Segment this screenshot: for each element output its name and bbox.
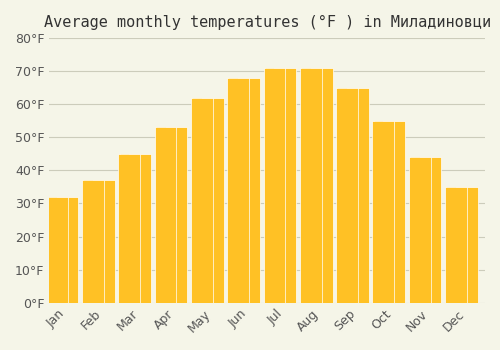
Bar bbox=[420, 157, 442, 303]
Bar bbox=[93, 180, 114, 303]
Bar bbox=[302, 68, 322, 303]
Bar bbox=[118, 154, 140, 303]
Bar bbox=[372, 121, 394, 303]
Bar bbox=[310, 68, 332, 303]
Bar bbox=[264, 68, 285, 303]
Bar bbox=[274, 68, 296, 303]
Bar bbox=[445, 187, 467, 303]
Bar bbox=[84, 180, 104, 303]
Bar bbox=[266, 68, 285, 303]
Bar bbox=[48, 197, 68, 303]
Bar bbox=[384, 121, 405, 303]
Bar bbox=[238, 78, 260, 303]
Bar bbox=[300, 68, 322, 303]
Bar bbox=[338, 88, 358, 303]
Title: Average monthly temperatures (°F ) in Миладиновци: Average monthly temperatures (°F ) in Ми… bbox=[44, 15, 490, 30]
Bar bbox=[230, 78, 249, 303]
Bar bbox=[56, 197, 78, 303]
Bar bbox=[409, 157, 430, 303]
Bar bbox=[82, 180, 104, 303]
Bar bbox=[336, 88, 358, 303]
Bar bbox=[202, 98, 224, 303]
Bar bbox=[447, 187, 467, 303]
Bar bbox=[193, 98, 212, 303]
Bar bbox=[374, 121, 394, 303]
Bar bbox=[347, 88, 369, 303]
Bar bbox=[227, 78, 249, 303]
Bar bbox=[120, 154, 140, 303]
Bar bbox=[166, 127, 188, 303]
Bar bbox=[46, 197, 68, 303]
Bar bbox=[157, 127, 176, 303]
Bar bbox=[411, 157, 430, 303]
Bar bbox=[154, 127, 176, 303]
Bar bbox=[191, 98, 212, 303]
Bar bbox=[129, 154, 151, 303]
Bar bbox=[456, 187, 477, 303]
